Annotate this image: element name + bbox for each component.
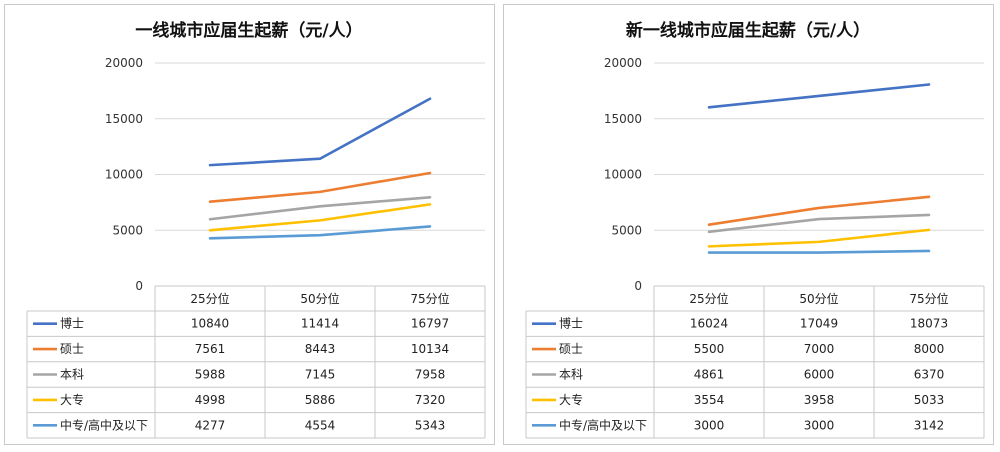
y-tick-label: 20000 <box>105 56 143 70</box>
series-line-1 <box>707 195 931 226</box>
data-label: 10840 <box>191 317 229 331</box>
y-tick-label: 0 <box>634 279 642 293</box>
chart-title: 新一线城市应届生起薪（元/人） <box>626 20 870 41</box>
legend-label: 硕士 <box>559 342 583 356</box>
data-label: 7145 <box>305 368 336 382</box>
y-tick-label: 5000 <box>112 223 143 237</box>
data-label: 4554 <box>305 418 336 432</box>
data-label: 5500 <box>694 342 725 356</box>
data-label: 7958 <box>415 368 446 382</box>
data-label: 3554 <box>694 393 725 407</box>
data-label: 7320 <box>415 393 446 407</box>
data-label: 11414 <box>301 317 339 331</box>
data-label: 5886 <box>305 393 336 407</box>
table-header: 25分位 <box>689 291 728 306</box>
data-label: 5033 <box>914 393 945 407</box>
data-label: 3000 <box>804 418 835 432</box>
table-header: 25分位 <box>190 291 229 306</box>
y-tick-label: 10000 <box>105 168 143 182</box>
legend-label: 大专 <box>559 392 583 407</box>
legend-label: 硕士 <box>60 342 84 356</box>
data-label: 4277 <box>195 418 226 432</box>
legend-label: 本科 <box>559 368 583 382</box>
data-label: 16024 <box>690 317 728 331</box>
data-label: 10134 <box>411 342 449 356</box>
y-tick-label: 0 <box>135 279 143 293</box>
series-line-2 <box>707 213 931 234</box>
series-line-4 <box>707 249 931 254</box>
legend-label: 博士 <box>559 316 583 331</box>
chart-svg-tier1: 一线城市应届生起薪（元/人） 0 5000 10000 15000 20000 25分位 50… <box>26 20 486 439</box>
legend-label: 博士 <box>60 316 84 331</box>
y-tick-label: 15000 <box>105 112 143 126</box>
series-line-1 <box>208 171 432 203</box>
legend-label: 中专/高中及以下 <box>60 417 148 432</box>
data-label: 4861 <box>694 368 725 382</box>
series-line-0 <box>208 97 432 167</box>
data-label: 3000 <box>694 418 725 432</box>
chart-svg-new-tier1: 新一线城市应届生起薪（元/人） 0 5000 10000 15000 20000 25分位 5… <box>525 20 985 439</box>
data-label: 4998 <box>195 393 226 407</box>
chart-panel-tier1: 一线城市应届生起薪（元/人） 0 5000 10000 15000 20000 25分位 50… <box>4 4 495 445</box>
series-line-0 <box>707 83 931 109</box>
data-label: 8443 <box>305 342 336 356</box>
data-label: 18073 <box>910 317 948 331</box>
y-tick-label: 20000 <box>604 56 642 70</box>
series-line-2 <box>208 195 432 221</box>
chart-panel-new-tier1: 新一线城市应届生起薪（元/人） 0 5000 10000 15000 20000 25分位 5… <box>503 4 994 445</box>
series-line-3 <box>707 228 931 248</box>
data-label: 5343 <box>415 418 446 432</box>
data-label: 17049 <box>800 317 838 331</box>
legend-label: 本科 <box>60 368 84 382</box>
data-label: 7000 <box>804 342 835 356</box>
data-label: 16797 <box>411 317 449 331</box>
data-label: 3142 <box>914 418 945 432</box>
data-label: 6370 <box>914 368 945 382</box>
series-line-3 <box>208 203 432 232</box>
y-tick-label: 15000 <box>604 112 642 126</box>
data-label: 5988 <box>195 368 226 382</box>
y-tick-label: 5000 <box>611 223 642 237</box>
data-label: 7561 <box>195 342 226 356</box>
data-label: 6000 <box>804 368 835 382</box>
table-header: 50分位 <box>300 291 339 306</box>
y-tick-label: 10000 <box>604 168 642 182</box>
table-header: 50分位 <box>799 291 838 306</box>
legend-label: 大专 <box>60 392 84 407</box>
series-line-4 <box>208 225 432 240</box>
chart-title: 一线城市应届生起薪（元/人） <box>135 20 362 41</box>
table-header: 75分位 <box>410 291 449 306</box>
data-label: 8000 <box>914 342 945 356</box>
legend-label: 中专/高中及以下 <box>559 417 647 432</box>
data-label: 3958 <box>804 393 835 407</box>
table-header: 75分位 <box>909 291 948 306</box>
